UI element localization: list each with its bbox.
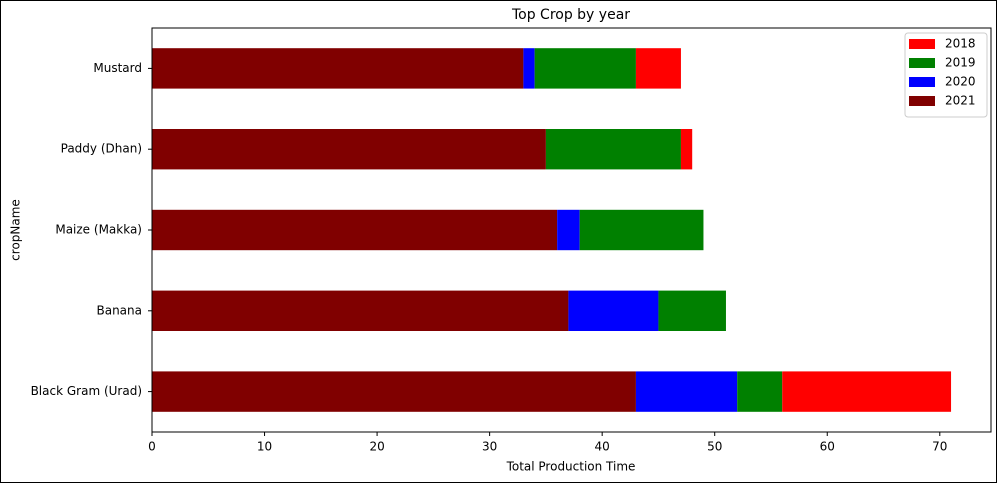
x-tick-label: 50	[707, 440, 722, 454]
x-tick-label: 70	[932, 440, 947, 454]
bar-segment	[658, 290, 726, 331]
x-tick-label: 40	[595, 440, 610, 454]
y-axis-label: cropName	[9, 199, 23, 261]
legend-label: 2021	[945, 94, 976, 108]
bar-segment	[635, 371, 738, 412]
bar-segment	[737, 371, 783, 412]
x-tick-label: 0	[148, 440, 156, 454]
legend-swatch	[909, 58, 935, 68]
bar-segment	[545, 129, 681, 170]
x-tick-label: 60	[820, 440, 835, 454]
legend-label: 2018	[945, 37, 976, 51]
bar-segment	[635, 48, 681, 89]
bar-segment	[680, 129, 693, 170]
bar-segment	[152, 290, 569, 331]
y-tick-label: Banana	[96, 303, 142, 317]
legend-swatch	[909, 39, 935, 49]
bar-segment	[152, 48, 524, 89]
legend-swatch	[909, 96, 935, 106]
x-tick-label: 20	[369, 440, 384, 454]
legend-label: 2019	[945, 56, 976, 70]
bar-segment	[579, 209, 704, 251]
y-tick-label: Maize (Makka)	[55, 223, 142, 237]
chart-title: Top Crop by year	[511, 7, 630, 23]
bar-segment	[152, 209, 558, 251]
bar-segment	[782, 371, 952, 412]
bar-segment	[523, 48, 535, 89]
bar-segment	[534, 48, 636, 89]
y-tick-label: Mustard	[93, 61, 142, 75]
x-tick-label: 10	[257, 440, 272, 454]
x-tick-label: 30	[482, 440, 497, 454]
bar-segment	[557, 209, 580, 251]
y-tick-label: Black Gram (Urad)	[31, 384, 142, 398]
plot-frame	[151, 27, 992, 433]
y-tick-label: Paddy (Dhan)	[61, 142, 142, 156]
x-axis-label: Total Production Time	[506, 460, 636, 474]
bar-segment	[568, 290, 659, 331]
bar-segment	[152, 129, 546, 170]
legend-swatch	[909, 77, 935, 87]
bar-segment	[152, 371, 636, 412]
legend-label: 2020	[945, 75, 976, 89]
